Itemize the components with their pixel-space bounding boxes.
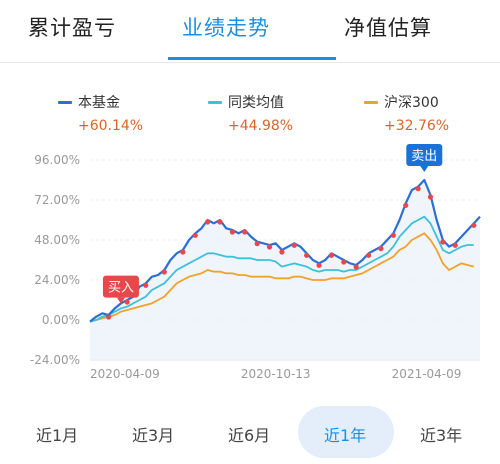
trade-point-dot (427, 194, 434, 200)
trade-point-dot (471, 222, 477, 228)
y-tick-label: 0.00% (42, 313, 80, 327)
legend-fund-swatch (58, 100, 72, 104)
legend-fund-label: 本基金 (78, 95, 120, 111)
trade-point-dot (105, 314, 112, 320)
trade-point-dot (415, 186, 421, 192)
y-tick-label: 96.00% (34, 153, 80, 167)
period-6-months[interactable]: 近6月 (228, 426, 271, 445)
trade-point-dot (440, 239, 446, 245)
buy-marker-label: 买入 (108, 281, 134, 296)
trade-point-dot (229, 229, 235, 235)
legend-csi300-label: 沪深300 (384, 95, 439, 111)
trade-point-dot (403, 202, 409, 208)
buy-marker-box (102, 275, 139, 298)
sell-marker-box (406, 144, 443, 166)
trade-point-dot (254, 241, 260, 247)
trade-point-dot (353, 264, 359, 270)
active-tab-indicator (168, 57, 336, 60)
trade-point-dot (143, 282, 149, 288)
legend-fund: 本基金 +60.14% (58, 92, 143, 134)
trade-point-dot (316, 262, 322, 268)
legend-csi300: 沪深300 +32.76% (364, 92, 449, 134)
sell-marker-pointer (420, 166, 429, 172)
trade-point-dot (390, 232, 396, 238)
tab-performance-trend[interactable]: 业绩走势 (182, 16, 270, 40)
trade-point-dot (341, 259, 347, 265)
tab-bar: 累计盈亏 业绩走势 净值估算 (0, 0, 500, 62)
trade-point-dot (378, 246, 384, 252)
trade-point-dot (365, 252, 372, 258)
csi300-line (89, 232, 475, 323)
x-tick-label: 2020-04-09 (90, 367, 160, 381)
period-selector: 近1月 近3月 近6月 近1年 近3年 (0, 404, 500, 464)
trade-point-dot (452, 242, 458, 248)
legend-peer-average-swatch (208, 100, 222, 104)
trade-point-dot (266, 244, 273, 250)
tab-nav-estimate[interactable]: 净值估算 (344, 16, 432, 40)
trade-point-dot (124, 299, 130, 305)
tabs-divider (0, 62, 500, 63)
trade-point-dot (180, 249, 186, 255)
trade-point-dot (242, 229, 248, 235)
active-period-highlight (298, 406, 394, 458)
period-1-month[interactable]: 近1月 (36, 426, 79, 445)
trade-point-dot (328, 252, 335, 258)
fund-line (89, 178, 481, 323)
fund-area (90, 180, 480, 360)
tab-cumulative-pnl[interactable]: 累计盈亏 (28, 16, 116, 40)
legend-csi300-swatch (364, 100, 378, 104)
y-tick-label: 48.00% (34, 233, 80, 247)
peer-average-line (89, 215, 474, 323)
trade-point-dot (161, 269, 167, 275)
y-tick-label: 24.00% (34, 273, 80, 287)
x-tick-label: 2020-10-13 (241, 367, 311, 381)
legend-peer-average: 同类均值 +44.98% (208, 92, 293, 134)
trade-point-dot (304, 252, 310, 258)
performance-chart: 96.00% 72.00% 48.00% 24.00% 0.00% -24.00% 2020… (30, 144, 481, 381)
period-3-months[interactable]: 近3月 (132, 426, 175, 445)
buy-marker-pointer (116, 297, 125, 304)
period-1-year[interactable]: 近1年 (324, 426, 367, 445)
legend-peer-average-value: +44.98% (228, 118, 294, 134)
trade-point-dot (291, 242, 297, 248)
legend-csi300-value: +32.76% (384, 118, 450, 134)
period-3-years[interactable]: 近3年 (420, 426, 463, 445)
trade-point-dot (192, 232, 198, 238)
y-tick-label: 72.00% (34, 193, 80, 207)
trade-point-dot (205, 219, 211, 225)
x-tick-label: 2021-04-09 (392, 367, 462, 381)
sell-marker-label: 卖出 (411, 149, 437, 164)
y-tick-label: -24.00% (30, 353, 80, 367)
trade-point-dot (217, 219, 223, 225)
legend-fund-value: +60.14% (78, 118, 144, 134)
legend-peer-average-label: 同类均值 (228, 95, 284, 111)
trade-point-dot (279, 249, 285, 255)
